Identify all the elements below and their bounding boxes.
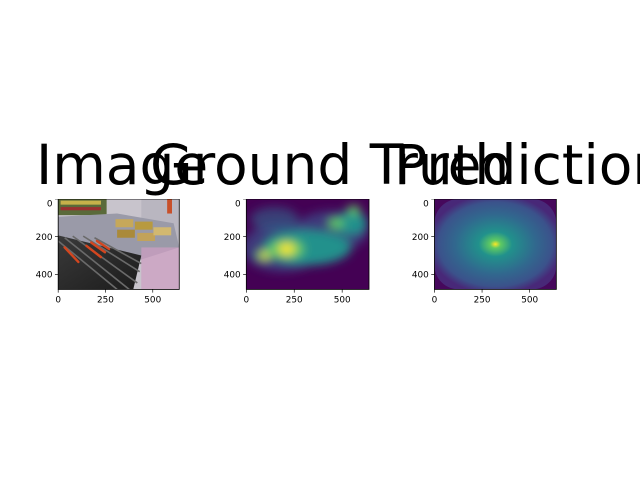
y-tick-label: 0: [235, 199, 241, 209]
y-tick-label: 200: [412, 233, 429, 243]
x-tick-label: 500: [144, 295, 161, 305]
image-axes: 0 250 500 0 200 400: [36, 199, 162, 305]
prediction-axes: 0 250 500 0 200 400: [412, 199, 538, 305]
ground-truth-axes: 0 250 500 0 200 400: [224, 199, 351, 305]
x-tick-label: 0: [244, 295, 250, 305]
y-tick-label: 400: [412, 271, 429, 281]
x-tick-label: 500: [521, 295, 538, 305]
y-tick-label: 400: [224, 271, 241, 281]
x-tick-label: 250: [474, 295, 491, 305]
ground-truth-title: Ground Truth: [150, 133, 510, 197]
ground-truth-heatmap: [246, 199, 370, 290]
x-tick-label: 0: [55, 295, 61, 305]
x-tick-label: 500: [334, 295, 351, 305]
prediction-title: Prediction: [394, 133, 640, 197]
image-title: Image: [36, 133, 209, 197]
image-panel: 0 250 500 0 200 400: [36, 199, 180, 305]
y-tick-label: 400: [36, 271, 53, 281]
y-tick-label: 200: [224, 233, 241, 243]
photo: [58, 199, 180, 290]
x-tick-label: 0: [432, 295, 438, 305]
y-tick-label: 200: [36, 233, 53, 243]
y-tick-label: 0: [423, 199, 429, 209]
prediction-panel: 0 250 500 0 200 400: [412, 199, 557, 305]
y-tick-label: 0: [47, 199, 53, 209]
ground-truth-panel: 0 250 500 0 200 400: [224, 199, 370, 305]
x-tick-label: 250: [286, 295, 303, 305]
x-tick-label: 250: [97, 295, 114, 305]
prediction-heatmap: [434, 199, 557, 290]
